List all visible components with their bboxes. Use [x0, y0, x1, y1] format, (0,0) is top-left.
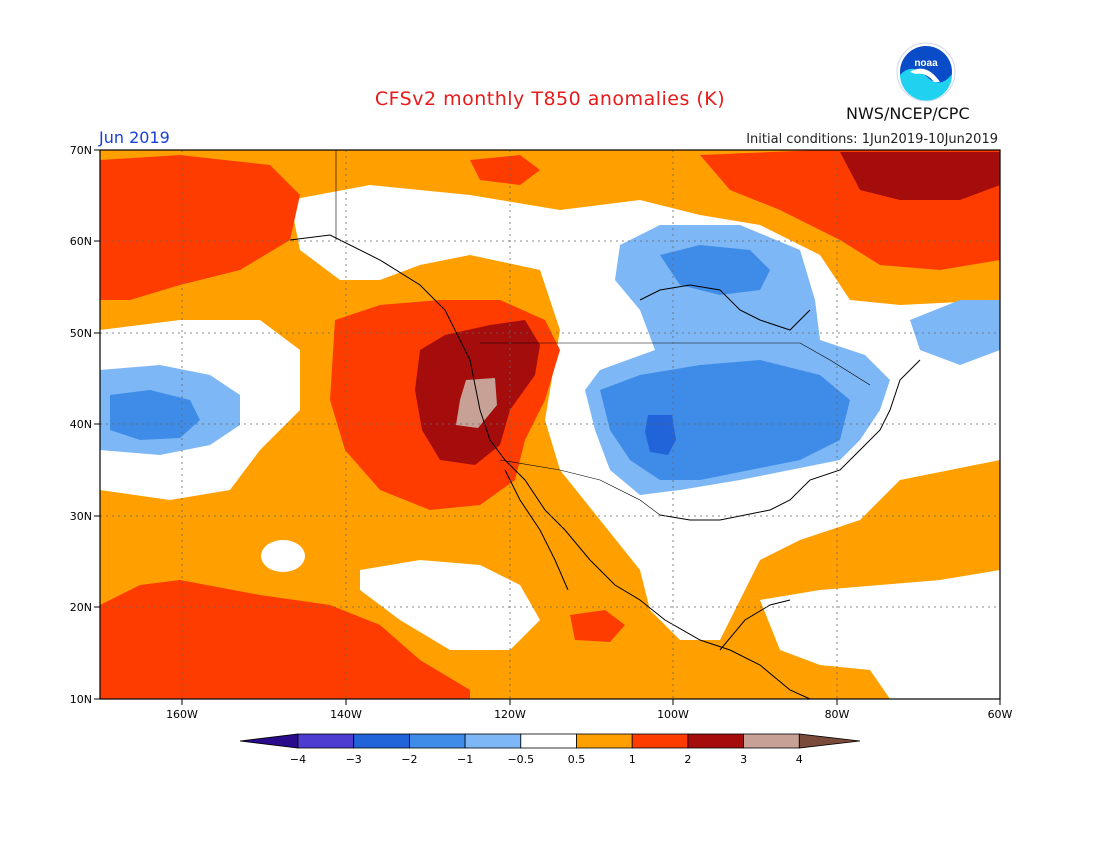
- initial-conditions: Initial conditions: 1Jun2019-10Jun2019: [746, 132, 998, 147]
- colorbar-segment: [520, 733, 577, 749]
- cool-core-hudson: [660, 245, 770, 295]
- lon-tick-label: 160W: [166, 708, 198, 721]
- colorbar-label: −4: [290, 753, 306, 766]
- lat-tick-label: 60N: [70, 235, 92, 248]
- month-label: Jun 2019: [99, 128, 170, 147]
- colorbar-arrow-high: [798, 733, 861, 749]
- colorbar-label: 2: [684, 753, 691, 766]
- lat-tick-label: 20N: [70, 601, 92, 614]
- colorbar-segment: [464, 733, 522, 749]
- border-us-mexico: [499, 459, 661, 516]
- colorbar-label: 1: [629, 753, 636, 766]
- lon-tick-label: 120W: [494, 708, 526, 721]
- lon-tick-label: 60W: [988, 708, 1013, 721]
- white-zone-subtropics: [360, 560, 540, 650]
- coastline-baja: [504, 469, 569, 591]
- colorbar-segment: [297, 733, 355, 749]
- colorbar-segment: [687, 733, 745, 749]
- agency-label: NWS/NCEP/CPC: [846, 104, 970, 123]
- colorbar-label: −1: [457, 753, 473, 766]
- colorbar-segment: [743, 733, 800, 749]
- border-us-canada: [480, 342, 871, 386]
- chart-title: CFSv2 monthly T850 anomalies (K): [374, 88, 726, 110]
- cool-core-pacific: [110, 390, 200, 440]
- coastline-north-america: [289, 234, 811, 699]
- colorbar-label: −3: [346, 753, 362, 766]
- colorbar-segment: [408, 733, 466, 749]
- colorbar-label: 4: [796, 753, 803, 766]
- coastline-gulf: [659, 359, 921, 521]
- colorbar-label: −0.5: [507, 753, 534, 766]
- colorbar-label: −2: [401, 753, 417, 766]
- warm-anomaly-bering: [100, 155, 300, 300]
- latitude-ticks: 70N 60N 50N 40N 30N 20N 10N: [70, 144, 100, 706]
- lat-tick-label: 70N: [70, 144, 92, 157]
- colorbar-label: 3: [740, 753, 747, 766]
- cool-peak-plains: [645, 415, 676, 455]
- coastline-hudson: [639, 284, 811, 331]
- svg-text:noaa: noaa: [914, 58, 938, 69]
- lat-tick-label: 10N: [70, 693, 92, 706]
- lon-tick-label: 140W: [330, 708, 362, 721]
- lon-tick-label: 80W: [825, 708, 850, 721]
- longitude-ticks: 160W 140W 120W 100W 80W 60W: [166, 699, 1013, 721]
- warm-peak-oregon: [456, 378, 497, 428]
- colorbar-label: 0.5: [568, 753, 586, 766]
- lat-tick-label: 40N: [70, 418, 92, 431]
- warm-anomaly-tropical-east: [570, 610, 625, 642]
- cool-anomaly-east-canada: [910, 300, 1000, 365]
- colorbar-arrow-low: [239, 733, 299, 749]
- colorbar-segment: [576, 733, 633, 749]
- white-zone-caribbean: [760, 570, 1000, 699]
- lat-tick-label: 30N: [70, 510, 92, 523]
- lat-tick-label: 50N: [70, 327, 92, 340]
- noaa-logo: noaa: [896, 42, 956, 102]
- colorbar: −4 −3 −2 −1 −0.5 0.5 1 2 3 4: [239, 733, 861, 766]
- colorbar-segment: [631, 733, 689, 749]
- coastline-yucatan: [719, 599, 791, 651]
- warm-anomaly-central-pacific: [100, 580, 470, 699]
- warm-core-greenland: [840, 152, 1000, 200]
- white-spot-hawaii-north: [261, 540, 305, 572]
- warm-anomaly-northern-fringe: [470, 155, 540, 185]
- colorbar-segment: [353, 733, 410, 749]
- lon-tick-label: 100W: [657, 708, 689, 721]
